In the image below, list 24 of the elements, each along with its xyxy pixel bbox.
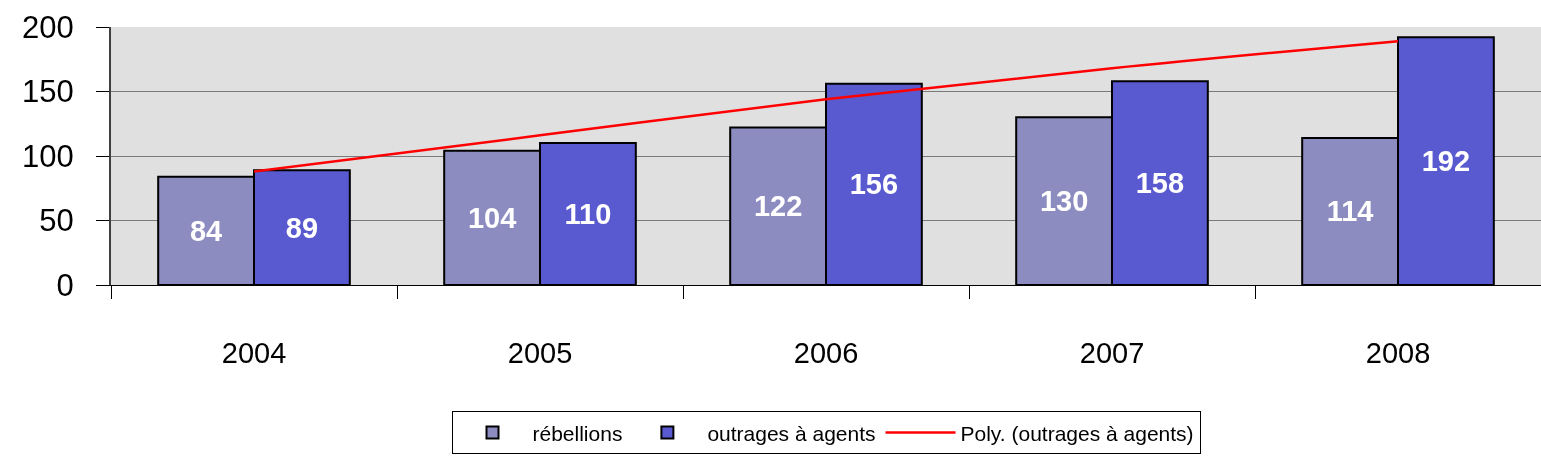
legend-label: outrages à agents: [707, 421, 876, 445]
legend-label: Poly. (outrages à agents): [960, 421, 1194, 445]
data-label: 110: [564, 198, 612, 231]
line-series: [252, 39, 1400, 173]
data-label: 89: [285, 211, 319, 244]
y-tick-label: 150: [22, 74, 74, 110]
y-tick-label: 200: [22, 9, 74, 45]
x-tick-label: 2008: [1365, 336, 1431, 369]
data-label: 122: [753, 190, 803, 223]
x-tick-label: 2006: [793, 336, 859, 369]
data-label: 156: [849, 168, 899, 201]
x-tick-label: 2005: [507, 336, 573, 369]
data-label: 158: [1135, 167, 1185, 200]
legend-label: rébellions: [532, 421, 623, 445]
data-label: 84: [189, 214, 223, 247]
y-tick-label: 100: [22, 138, 74, 174]
data-label: 130: [1039, 185, 1089, 218]
data-label: 104: [467, 201, 517, 234]
y-tick-label: 50: [39, 203, 74, 239]
data-label: 192: [1421, 145, 1471, 178]
y-tick-label: 0: [56, 267, 74, 303]
x-tick-label: 2004: [221, 336, 287, 369]
data-label: 114: [1326, 195, 1374, 228]
x-tick-label: 2007: [1079, 336, 1145, 369]
